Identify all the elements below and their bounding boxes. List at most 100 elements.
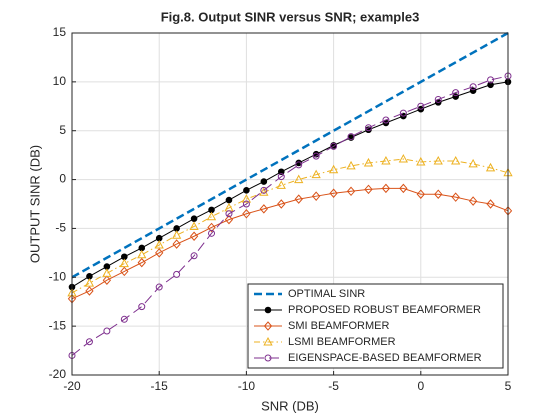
legend-label: EIGENSPACE-BASED BEAMFORMER — [288, 352, 482, 364]
marker — [382, 116, 390, 124]
marker — [225, 210, 233, 218]
legend-marker — [263, 336, 273, 346]
legend-label: PROPOSED ROBUST BEAMFORMER — [288, 304, 481, 316]
marker — [190, 252, 198, 260]
y-tick-label: -20 — [49, 367, 67, 381]
y-axis-label: OUTPUT SINR (DB) — [27, 145, 42, 263]
marker — [243, 187, 250, 194]
x-axis-label: SNR (DB) — [261, 398, 319, 413]
marker — [417, 102, 425, 110]
marker — [312, 152, 320, 160]
marker — [172, 239, 181, 249]
y-tick-label: 0 — [59, 172, 66, 186]
marker — [294, 194, 303, 204]
x-tick-label: 5 — [505, 379, 512, 393]
marker — [120, 315, 128, 323]
marker — [398, 154, 409, 163]
marker — [208, 229, 216, 237]
marker — [295, 161, 303, 169]
y-tick-label: 10 — [53, 74, 67, 88]
marker — [434, 189, 443, 199]
y-tick-label: -5 — [55, 221, 66, 235]
marker — [469, 83, 477, 91]
marker — [189, 231, 199, 242]
marker — [206, 211, 217, 221]
marker — [103, 327, 111, 335]
y-tick-label: -15 — [49, 318, 67, 332]
marker — [364, 184, 373, 195]
legend-box — [247, 283, 504, 369]
marker — [137, 257, 146, 268]
marker — [486, 199, 495, 209]
axes-box — [71, 32, 509, 376]
marker — [242, 200, 250, 208]
y-tick-label: -10 — [49, 269, 67, 283]
marker — [119, 258, 129, 268]
marker — [399, 183, 408, 194]
marker — [155, 283, 163, 291]
marker — [347, 133, 355, 141]
marker — [346, 186, 356, 197]
marker — [259, 204, 269, 214]
marker — [85, 286, 94, 296]
marker — [277, 199, 286, 209]
marker — [189, 221, 199, 230]
marker — [451, 155, 461, 165]
marker — [242, 209, 251, 219]
marker — [173, 270, 181, 278]
legend-label: LSMI BEAMFORMER — [288, 336, 396, 348]
marker — [485, 162, 496, 172]
legend-marker — [264, 306, 272, 314]
marker — [468, 196, 478, 206]
marker — [399, 109, 407, 117]
marker — [433, 155, 443, 165]
marker — [381, 155, 391, 165]
marker — [154, 239, 164, 249]
x-tick-label: -20 — [63, 379, 81, 393]
marker — [260, 178, 268, 185]
marker — [102, 268, 112, 277]
marker — [330, 142, 338, 150]
series-line — [71, 75, 509, 356]
marker — [277, 173, 285, 181]
marker — [434, 95, 442, 103]
chart-title: Fig.8. Output SINR versus SNR; example3 — [161, 9, 420, 24]
y-tick-label: 15 — [53, 25, 67, 39]
marker — [363, 157, 374, 167]
marker — [120, 266, 129, 277]
x-tick-label: -10 — [238, 379, 256, 393]
marker — [451, 192, 460, 202]
marker — [416, 156, 426, 166]
marker — [329, 188, 338, 199]
marker — [381, 183, 391, 194]
x-tick-label: 0 — [417, 379, 424, 393]
legend-label: OPTIMAL SINR — [288, 288, 365, 300]
marker — [311, 191, 321, 201]
marker — [452, 89, 460, 97]
marker — [138, 303, 146, 311]
marker — [259, 187, 269, 196]
y-tick-label: 5 — [59, 123, 66, 137]
marker — [277, 168, 285, 176]
series-line — [71, 158, 509, 294]
marker — [276, 180, 286, 189]
legend-label: SMI BEAMFORMER — [288, 320, 390, 332]
legend-marker — [263, 321, 273, 331]
marker — [364, 124, 372, 132]
marker — [137, 249, 147, 259]
marker — [84, 278, 95, 287]
marker — [171, 230, 182, 239]
marker — [487, 81, 494, 89]
marker — [294, 174, 304, 184]
marker — [311, 169, 321, 179]
legend-marker — [264, 354, 272, 362]
marker — [155, 248, 164, 258]
marker — [468, 158, 478, 168]
marker — [224, 214, 234, 225]
marker — [487, 76, 495, 84]
marker — [207, 222, 216, 233]
marker — [190, 215, 198, 222]
marker — [85, 338, 93, 346]
marker — [416, 189, 425, 199]
